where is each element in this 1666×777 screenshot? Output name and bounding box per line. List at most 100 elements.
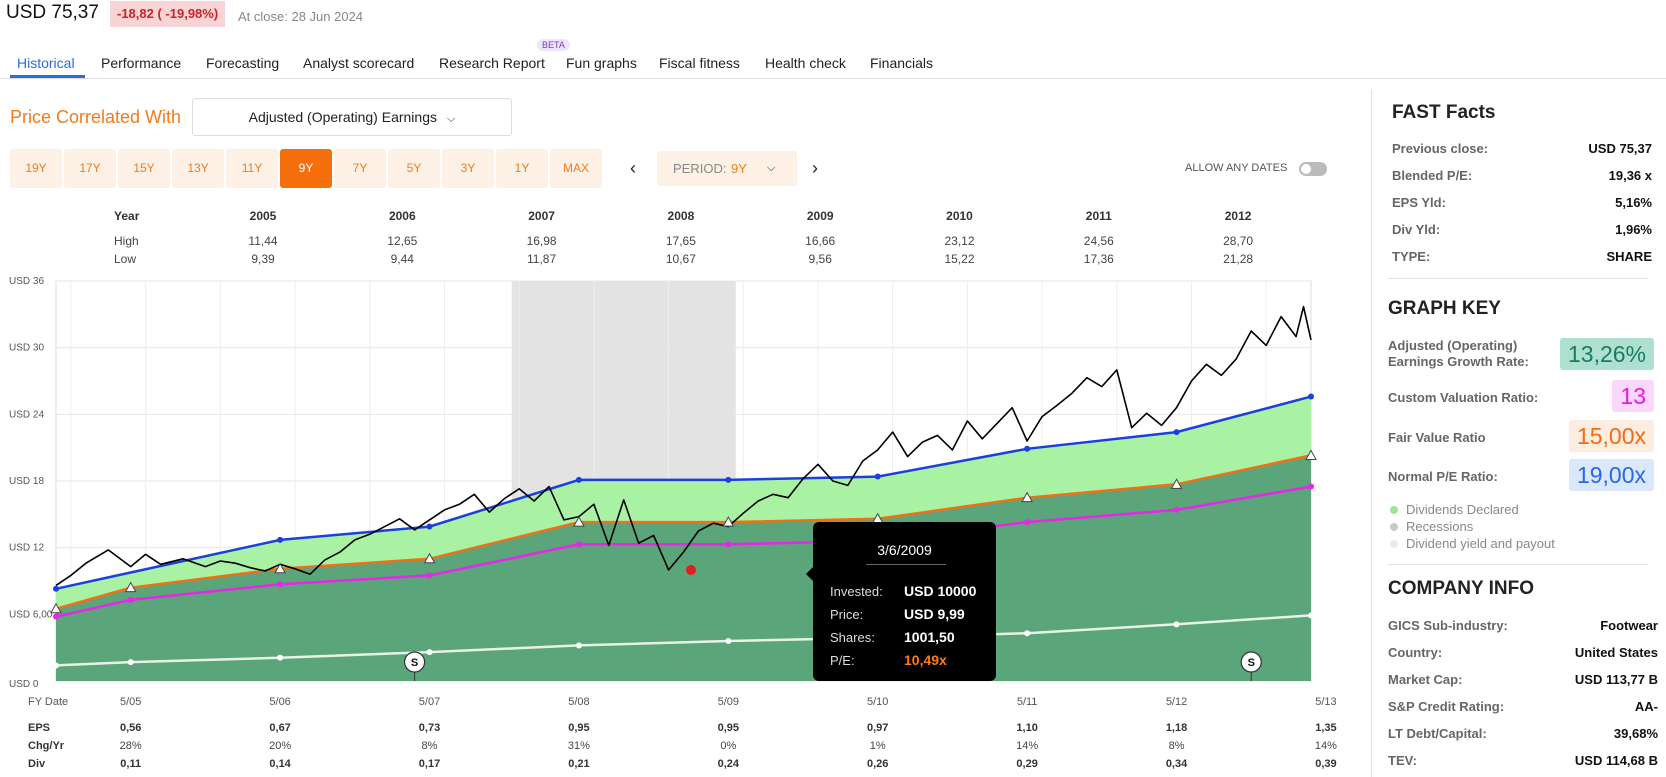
info-value: 39,68% <box>1613 726 1658 741</box>
div-label: Div <box>28 758 46 770</box>
x-tick-label: 5/11 <box>1017 696 1038 708</box>
fair-value-marker <box>124 581 137 593</box>
data-point <box>1308 393 1314 400</box>
year-high-value: 16,98 <box>527 234 557 248</box>
chart-axes: USD 0 USD 6,00 USD 12 USD 18 USD 24 USD 30 USD… <box>9 276 1337 708</box>
tab-health-check[interactable]: Health check <box>765 55 846 71</box>
year-high-value: 24,56 <box>1084 234 1114 248</box>
fair-value-marker <box>1021 491 1033 503</box>
tooltip-price-label: Price: <box>830 607 864 622</box>
low-label: Low <box>114 252 136 266</box>
year-header: 2010 <box>946 209 973 223</box>
legend-dividends: Dividends Declared <box>1388 502 1519 517</box>
period-7y-button[interactable]: 7Y <box>334 149 386 188</box>
info-label: Market Cap: <box>1388 672 1463 687</box>
period-3y-button[interactable]: 3Y <box>442 149 494 188</box>
period-15y-button[interactable]: 15Y <box>118 149 170 188</box>
tab-historical[interactable]: Historical <box>17 55 75 71</box>
year-header: 2012 <box>1225 209 1252 223</box>
year-low-value: 15,22 <box>944 252 974 266</box>
div-value: 0,24 <box>718 758 740 770</box>
fact-label: EPS Yld: <box>1392 195 1446 210</box>
data-point <box>1173 506 1180 513</box>
year-header: 2009 <box>807 209 834 223</box>
eps-value: 1,35 <box>1315 722 1336 734</box>
data-point <box>575 541 582 548</box>
eps-value: 0,97 <box>867 722 888 734</box>
metric-select-value: Adjusted (Operating) Earnings <box>248 109 437 125</box>
allow-any-dates-label: ALLOW ANY DATES <box>1185 162 1288 174</box>
metric-select[interactable]: Adjusted (Operating) Earnings ⌵ <box>192 98 512 136</box>
data-point <box>1173 621 1180 628</box>
data-point <box>725 541 732 548</box>
data-point <box>1308 612 1314 619</box>
fact-value: SHARE <box>1606 249 1652 264</box>
info-value: USD 114,68 B <box>1574 753 1658 768</box>
chevron-left-icon[interactable]: ‹ <box>630 158 636 178</box>
period-17y-button[interactable]: 17Y <box>64 149 116 188</box>
tab-performance[interactable]: Performance <box>101 55 182 71</box>
active-tab-underline <box>10 75 85 78</box>
quote-header: USD 75,37 -18,82 ( -19,98%) At close: 28… <box>0 0 1666 36</box>
close-date: At close: 28 Jun 2024 <box>238 9 364 24</box>
chg-value: 28% <box>120 740 142 752</box>
chevron-down-icon: ⌵ <box>446 113 456 125</box>
chevron-right-icon[interactable]: › <box>812 158 818 178</box>
div-value: 0,26 <box>867 758 888 770</box>
year-high-value: 11,44 <box>248 234 277 248</box>
info-label: GICS Sub-industry: <box>1388 618 1508 633</box>
data-point <box>127 596 134 603</box>
data-point <box>426 523 433 530</box>
div-value: 0,21 <box>568 758 589 770</box>
y-tick-label: USD 36 <box>9 276 44 287</box>
period-19y-button[interactable]: 19Y <box>10 149 62 188</box>
period-13y-button[interactable]: 13Y <box>172 149 224 188</box>
data-point <box>874 473 881 480</box>
data-point <box>575 642 582 649</box>
price-correlated-label: Price Correlated With <box>10 107 182 127</box>
x-tick-label: 5/05 <box>120 696 141 708</box>
period-select[interactable]: PERIOD: 9Y ⌵ <box>657 151 797 186</box>
period-11y-button[interactable]: 11Y <box>226 149 278 188</box>
y-tick-label: USD 0 <box>9 679 39 690</box>
tooltip-invested-label: Invested: <box>830 584 883 599</box>
tab-financials[interactable]: Financials <box>870 55 934 71</box>
legend-label: Recessions <box>1406 519 1474 534</box>
data-point <box>277 581 284 588</box>
period-1y-button[interactable]: 1Y <box>496 149 548 188</box>
year-high-value: 16,66 <box>805 234 835 248</box>
x-tick-label: 5/09 <box>718 696 739 708</box>
year-table: Year High Low 2005 11,44 9,39 2006 12,65 9,44 200… <box>114 209 1253 266</box>
div-value: 0,11 <box>120 758 141 770</box>
split-marker-label: S <box>411 657 418 669</box>
eps-value: 1,18 <box>1166 722 1187 734</box>
eps-table: EPS Chg/Yr Div 0,56 28% 0,11 0,67 20% 0,14 0,73 8%… <box>28 722 1337 770</box>
period-max-button[interactable]: MAX <box>550 149 602 188</box>
data-point <box>277 654 284 661</box>
tab-analyst-scorecard[interactable]: Analyst scorecard <box>303 55 415 71</box>
gk-growth-badge: 13,26% <box>1559 338 1654 370</box>
legend-yield: Dividend yield and payout <box>1388 536 1555 551</box>
section-divider <box>1388 278 1648 279</box>
chg-value: 20% <box>269 740 291 752</box>
tab-research-report[interactable]: Research Report <box>439 55 545 71</box>
info-value: United States <box>1574 645 1658 660</box>
earnings-area <box>56 455 1311 681</box>
legend-label: Dividend yield and payout <box>1406 536 1555 551</box>
period-5y-button[interactable]: 5Y <box>388 149 440 188</box>
y-tick-label: USD 6,00 <box>9 609 53 620</box>
chg-value: 8% <box>1169 740 1185 752</box>
gk-label-custom: Custom Valuation Ratio: <box>1388 390 1539 405</box>
price-chart[interactable]: Year High Low 2005 11,44 9,39 2006 12,65 9,44 200… <box>0 205 1340 777</box>
data-point <box>1024 445 1031 452</box>
fair-value-marker <box>722 516 735 527</box>
allow-any-dates-toggle[interactable] <box>1299 162 1327 176</box>
tab-forecasting[interactable]: Forecasting <box>206 55 280 71</box>
data-point <box>426 649 433 656</box>
period-9y-button[interactable]: 9Y <box>280 149 332 188</box>
data-point <box>1024 630 1031 637</box>
eps-value: 0,56 <box>120 722 141 734</box>
tab-fun-graphs[interactable]: Fun graphs <box>566 55 637 71</box>
tab-fiscal-fitness[interactable]: Fiscal fitness <box>659 55 740 71</box>
year-low-value: 11,87 <box>527 252 556 266</box>
